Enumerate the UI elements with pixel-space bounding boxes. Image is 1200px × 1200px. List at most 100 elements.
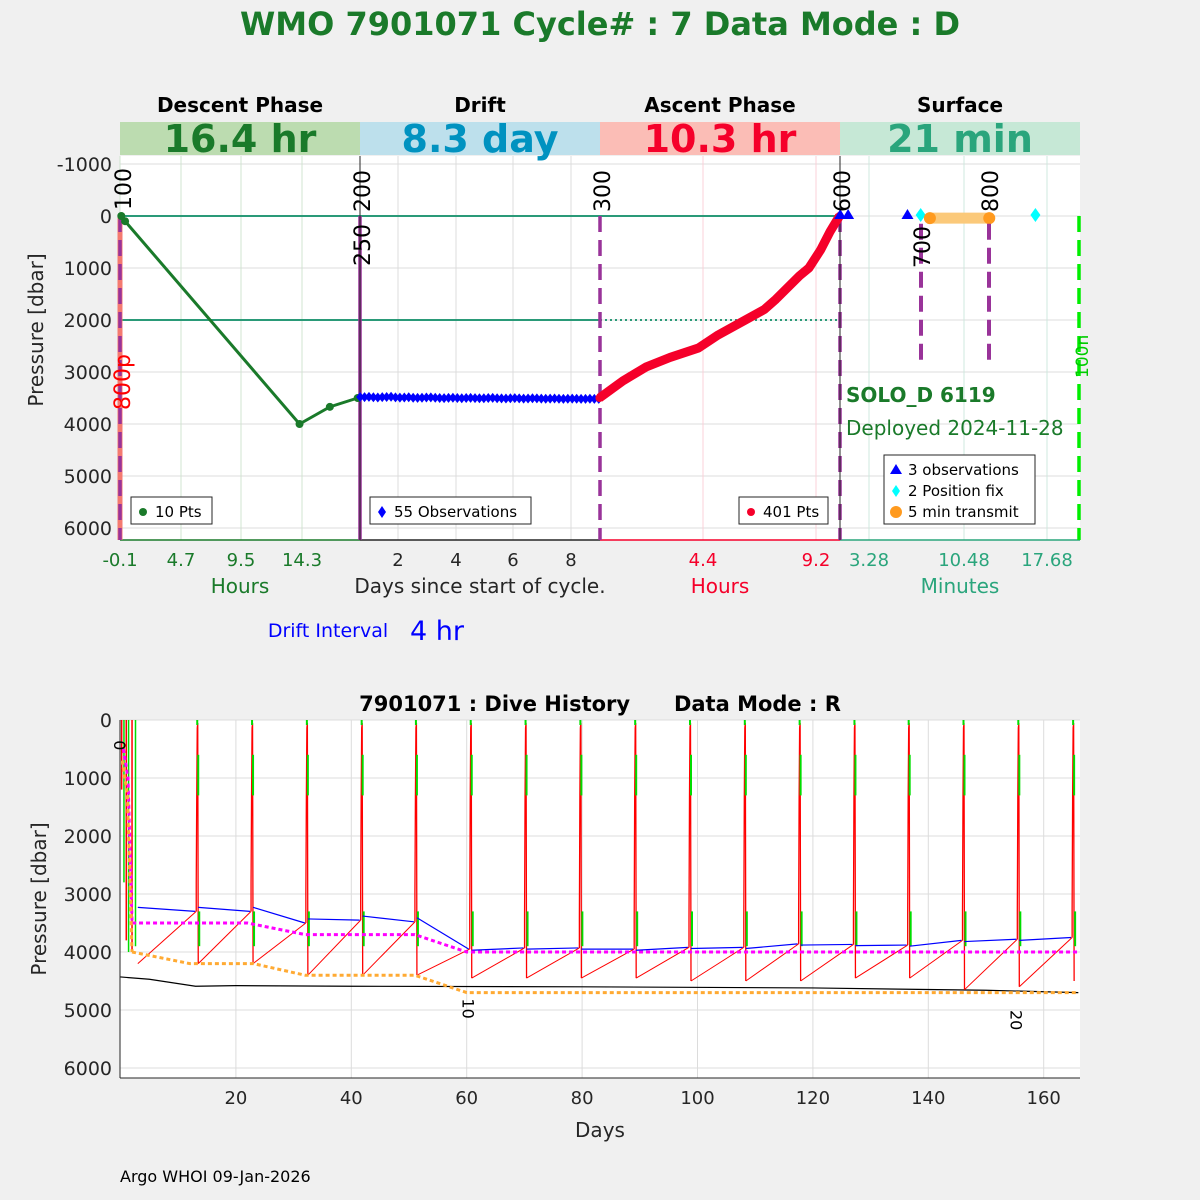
ascent-point — [666, 353, 675, 362]
drift-point — [400, 392, 409, 403]
x-tick-label: 160 — [1027, 1088, 1061, 1109]
drift-point — [453, 393, 462, 403]
x-tick-label: 6 — [507, 550, 518, 571]
descent-trajectory — [964, 938, 1018, 991]
drift-interval-value: 4 hr — [410, 616, 465, 647]
y-tick-label: 2000 — [64, 310, 112, 332]
drift-point — [409, 392, 418, 403]
drift-point — [444, 392, 453, 403]
drift-point — [471, 393, 480, 404]
drift-point — [378, 392, 387, 403]
x-tick-label: 140 — [911, 1088, 945, 1109]
phase-duration: 8.3 day — [402, 117, 559, 161]
ascent-point — [642, 362, 651, 371]
drift-point — [440, 393, 449, 404]
phase-duration: 16.4 hr — [164, 117, 317, 161]
legend-label: 401 Pts — [763, 503, 819, 521]
drift-point — [506, 393, 515, 404]
ascent-point — [713, 331, 722, 340]
descent-trajectory — [416, 948, 470, 976]
x-tick-label: 17.68 — [1021, 550, 1073, 571]
drift-point — [493, 393, 502, 404]
x-tick-label: 20 — [224, 1088, 247, 1109]
descent-point — [325, 402, 334, 411]
observation-marker — [842, 209, 855, 219]
drift-trajectory — [690, 946, 743, 950]
drift-trajectory — [800, 943, 853, 946]
x-tick-label: 2 — [392, 550, 403, 571]
drift-point — [572, 393, 581, 404]
descent-trajectory — [362, 921, 416, 976]
y-tick-label: -1000 — [57, 154, 112, 176]
drift-point — [585, 393, 594, 404]
drift-point — [395, 392, 404, 403]
drift-trajectory — [745, 943, 798, 950]
marker-label: 100n — [1073, 335, 1093, 378]
marker-label: 700 — [911, 226, 936, 268]
drift-trajectory — [1019, 936, 1072, 941]
x-tick-label: 14.3 — [282, 550, 322, 571]
drift-point — [554, 393, 563, 404]
drift-trajectory — [909, 939, 962, 947]
dive-history-ylabel: Pressure [dbar] — [27, 822, 51, 975]
x-tick-label: 4 — [450, 550, 461, 571]
x-tick-label: 9.2 — [802, 550, 831, 571]
drift-point — [404, 392, 413, 403]
drift-point — [435, 393, 444, 403]
y-tick-label: 3000 — [64, 362, 112, 384]
legend-label: 55 Observations — [394, 503, 517, 521]
legend-label: 5 min transmit — [908, 503, 1019, 521]
x-tick-label: 4.4 — [689, 550, 718, 571]
y-tick-label: 2000 — [64, 826, 112, 848]
legend-label: 10 Pts — [155, 503, 202, 521]
descent-point — [295, 420, 304, 428]
y-tick-label: 1000 — [64, 258, 112, 280]
drift-point — [488, 392, 497, 403]
descent-trajectory — [635, 946, 690, 979]
position-fix-marker — [1030, 208, 1041, 222]
legend — [130, 496, 213, 525]
drift-point — [581, 393, 590, 404]
drift-trajectory — [362, 915, 414, 923]
deployment-date: Deployed 2024-11-28 — [846, 416, 1064, 440]
x-unit-label: Minutes — [921, 574, 1000, 598]
ascent-point — [804, 264, 813, 272]
legend-label: 2 Position fix — [908, 482, 1004, 500]
phase-duration: 10.3 hr — [644, 117, 797, 161]
drift-point — [550, 393, 559, 404]
legend — [883, 454, 1036, 525]
ascent-point — [826, 227, 835, 236]
transmit-marker — [983, 212, 996, 225]
legend-marker — [892, 485, 900, 497]
observation-marker — [901, 209, 914, 219]
drift-trajectory — [252, 906, 306, 924]
drift-point — [373, 392, 382, 403]
x-tick-label: 8 — [565, 550, 576, 571]
drift-point — [448, 392, 457, 403]
drift-point — [528, 393, 537, 404]
drift-point — [475, 393, 484, 404]
x-tick-label: 100 — [680, 1088, 714, 1109]
marker-label: 300 — [591, 170, 616, 212]
descent-trajectory — [745, 943, 799, 982]
legend-marker — [378, 506, 386, 518]
drift-point — [382, 391, 391, 402]
x-tick-label: -0.1 — [102, 550, 137, 571]
drift-point — [417, 392, 426, 403]
ascent-point — [618, 376, 627, 385]
descent-trajectory — [690, 946, 745, 982]
drift-trajectory — [636, 946, 689, 951]
drift-trajectory — [471, 947, 524, 951]
descent-trajectory — [307, 919, 362, 976]
drift-trajectory — [307, 918, 360, 921]
drift-point — [563, 393, 572, 404]
drift-point — [484, 393, 493, 403]
phase-band-1 — [360, 122, 600, 155]
x-unit-label: Hours — [211, 574, 270, 598]
drift-point — [356, 391, 365, 402]
y-tick-label: 4000 — [64, 414, 112, 436]
dive-history-title: 7901071 : Dive History Data Mode : R — [359, 692, 841, 716]
y-tick-label: 5000 — [64, 1000, 112, 1022]
